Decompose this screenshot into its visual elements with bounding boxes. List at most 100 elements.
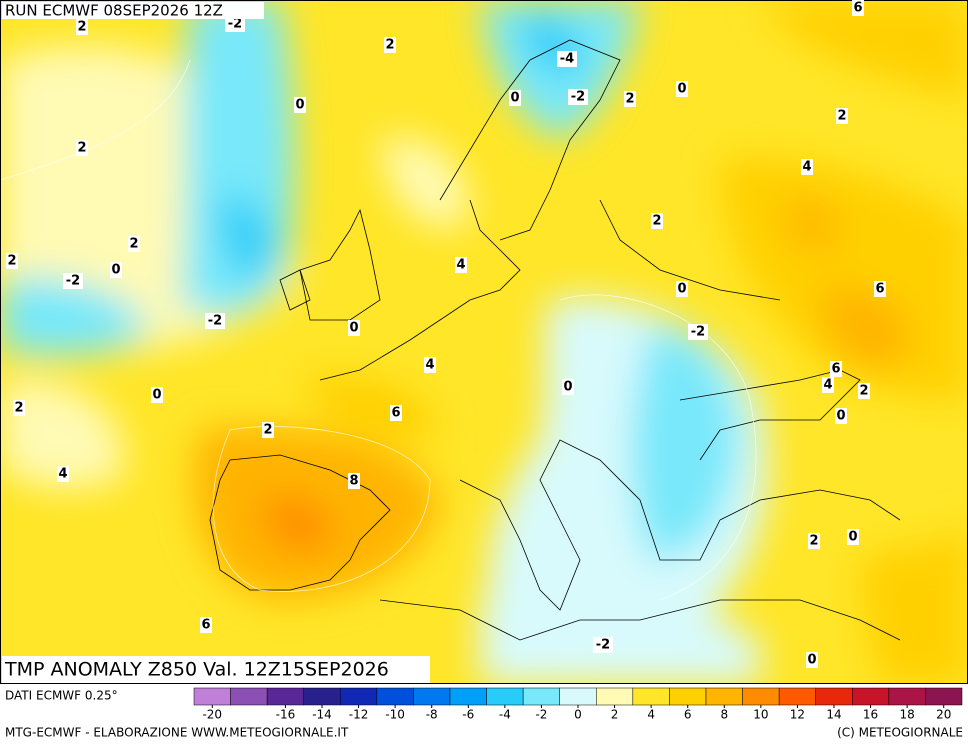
colorbar-swatch: [559, 687, 597, 706]
colorbar-tick-label: 12: [790, 708, 805, 722]
contour-label: 0: [677, 82, 686, 97]
colorbar-swatch: [193, 687, 231, 706]
colorbar-swatch: [522, 687, 560, 706]
contour-label: 2: [652, 214, 661, 229]
label-box: [225, 16, 245, 32]
colorbar-tick-label: -2: [535, 708, 547, 722]
contour-label: 2: [837, 109, 846, 124]
colorbar-tick-label: 14: [826, 708, 841, 722]
contour-label: 0: [510, 91, 519, 106]
contour-label: 4: [823, 378, 832, 393]
label-box: [424, 357, 436, 373]
contour-label: 4: [425, 358, 434, 373]
contour-label: 4: [58, 467, 67, 482]
contour-label: 6: [831, 362, 840, 377]
colorbar-tick-label: -20: [202, 708, 222, 722]
contour-label: 0: [677, 282, 686, 297]
label-box: [852, 0, 864, 16]
colorbar-swatch: [303, 687, 341, 706]
contour-label: -2: [208, 314, 222, 329]
contour-label: 0: [563, 380, 572, 395]
label-box: [509, 90, 521, 106]
contour-lines: [1, 59, 757, 601]
label-box: [801, 159, 813, 175]
contour-label: 2: [129, 237, 138, 252]
contour-label: -2: [596, 638, 610, 653]
label-box: [562, 379, 574, 395]
label-box: [557, 51, 577, 67]
label-box: [76, 140, 88, 156]
run-label: RUN ECMWF 08SEP2026 12Z: [5, 2, 223, 20]
contour-label: 6: [391, 406, 400, 421]
colorbar-swatch: [778, 687, 816, 706]
contour-label: 2: [385, 38, 394, 53]
label-box: [836, 108, 848, 124]
label-box: [593, 637, 613, 653]
contour-label: 8: [349, 474, 358, 489]
colorbar-tick-label: -14: [312, 708, 332, 722]
label-box: [294, 97, 306, 113]
label-box: [63, 273, 83, 289]
run-box: [2, 2, 264, 19]
colorbar-swatch: [266, 687, 304, 706]
contour-label: 4: [456, 258, 465, 273]
colorbar-tick-label: -6: [462, 708, 474, 722]
colorbar-tick-label: 10: [753, 708, 768, 722]
colorbar-tick-label: 6: [684, 708, 692, 722]
label-box: [874, 281, 886, 297]
colorbar-swatch: [632, 687, 670, 706]
colorbar-swatch: [376, 687, 414, 706]
colorbar-tick-label: -4: [499, 708, 511, 722]
label-box: [455, 257, 467, 273]
colorbar-swatch: [742, 687, 780, 706]
label-box: [348, 473, 360, 489]
map-title: TMP ANOMALY Z850 Val. 12Z15SEP2026: [4, 659, 389, 681]
contour-label: 2: [859, 384, 868, 399]
anomaly-field: [1, 1, 967, 683]
contour-label: 6: [201, 618, 210, 633]
label-box: [651, 213, 663, 229]
label-box: [57, 466, 69, 482]
label-box: [676, 81, 688, 97]
contour-label: -2: [571, 90, 585, 105]
label-box: [384, 37, 396, 53]
colorbar-swatch: [486, 687, 524, 706]
label-box: [822, 377, 834, 393]
colorbar-swatch: [888, 687, 926, 706]
contour-label: 0: [807, 653, 816, 668]
title-box: [2, 656, 430, 683]
contour-label: 2: [7, 254, 16, 269]
colorbar-tick-label: 0: [574, 708, 582, 722]
label-box: [847, 529, 859, 545]
colorbar-tick-label: -12: [349, 708, 369, 722]
contour-label: 2: [77, 141, 86, 156]
contour-label: 4: [802, 160, 811, 175]
label-box: [808, 533, 820, 549]
credit-label: MTG-ECMWF - ELABORAZIONE WWW.METEOGIORNA…: [5, 726, 349, 740]
colorbar-tick-label: 4: [647, 708, 655, 722]
colorbar-swatch: [413, 687, 451, 706]
label-box: [858, 383, 870, 399]
contour-label: 2: [263, 423, 272, 438]
label-box: [205, 313, 225, 329]
label-box: [13, 400, 25, 416]
colorbar-tick-label: 20: [936, 708, 951, 722]
label-box: [568, 89, 588, 105]
colorbar-swatch: [596, 687, 634, 706]
contour-label: 6: [853, 1, 862, 16]
label-box: [128, 236, 140, 252]
label-box: [262, 422, 274, 438]
colorbar-swatch: [340, 687, 378, 706]
colorbar-swatch: [449, 687, 487, 706]
colorbar-swatch: [925, 687, 963, 706]
label-box: [6, 253, 18, 269]
label-box: [830, 361, 842, 377]
label-box: [390, 405, 402, 421]
label-box: [676, 281, 688, 297]
colorbar: -20 -16 -14 -12 -10 -8 -6 -4 -2 0 2 4 6 8 10 12 14 16 18 20: [193, 687, 963, 722]
contour-label: -2: [228, 17, 242, 32]
contour-label: 2: [809, 534, 818, 549]
contour-label: 2: [14, 401, 23, 416]
